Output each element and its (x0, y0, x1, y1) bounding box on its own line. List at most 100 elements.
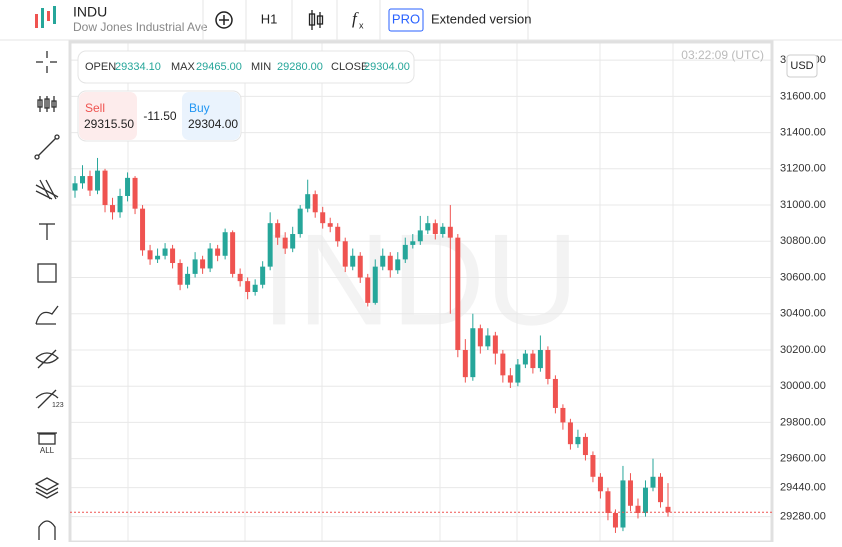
candle-body (275, 223, 281, 238)
y-tick-label: 31400.00 (780, 126, 826, 138)
candle-body (582, 436, 588, 456)
brush-tool[interactable] (35, 305, 59, 325)
candle-body (102, 170, 108, 206)
candle-body (350, 255, 356, 267)
candle-body (515, 364, 521, 383)
y-tick-label: 31000.00 (780, 199, 826, 211)
candle-body (462, 349, 468, 378)
open-label: OPEN (85, 61, 116, 73)
svg-text:f: f (352, 9, 359, 28)
candle-body (567, 422, 573, 445)
crosshair-tool[interactable] (36, 51, 57, 73)
y-tick-label: 30400.00 (780, 308, 826, 320)
candle-body (477, 328, 483, 347)
layers-tool[interactable] (34, 477, 60, 499)
candle-body (552, 378, 558, 408)
hide-drawings-tool[interactable] (35, 349, 59, 369)
text-tool[interactable] (39, 223, 55, 240)
candle-body (222, 232, 228, 256)
candle-body (417, 230, 423, 242)
fib-tool[interactable] (35, 179, 59, 200)
candle-body (147, 250, 153, 260)
candle-body (215, 248, 221, 256)
chart-type-button[interactable] (308, 10, 324, 30)
candle-body (125, 177, 131, 196)
candle-body (470, 328, 476, 378)
min-label: MIN (251, 61, 271, 73)
currency[interactable]: USD (790, 60, 813, 72)
candle-body (282, 237, 288, 249)
buy-button[interactable] (182, 92, 240, 140)
buy-price[interactable]: 29304.00 (188, 117, 238, 131)
rectangle-tool[interactable] (37, 263, 57, 283)
candle-body (485, 335, 491, 347)
candle-body (335, 226, 341, 242)
candle-body (372, 266, 378, 303)
y-tick-label: 29800.00 (780, 416, 826, 428)
separators (0, 0, 842, 41)
left-toolbar (34, 51, 60, 540)
y-tick-label: 30800.00 (780, 235, 826, 247)
all-label: ALL (40, 446, 55, 455)
candle-body (162, 248, 168, 256)
candle-body (290, 234, 296, 249)
candle-body (87, 176, 93, 191)
candle-body (432, 223, 438, 235)
compare-button[interactable] (215, 11, 233, 29)
candle-body (140, 208, 146, 251)
min-value: 29280.00 (277, 61, 323, 73)
y-tick-label: 30000.00 (780, 380, 826, 392)
candle-body (177, 263, 183, 285)
candle-body (230, 232, 236, 274)
candle-body (200, 259, 206, 269)
plot (70, 59, 772, 518)
extended-link[interactable]: Extended version (431, 11, 531, 26)
y-tick-label: 29600.00 (780, 453, 826, 465)
candle-body (132, 177, 138, 209)
candle-body (620, 480, 626, 528)
candle-body (650, 476, 656, 488)
interval-button[interactable]: H1 (261, 11, 278, 26)
y-tick-label: 30200.00 (780, 344, 826, 356)
candle-body (507, 375, 513, 383)
candle-body (665, 506, 671, 513)
y-tick-label: 31600.00 (780, 90, 826, 102)
y-tick-label: 29440.00 (780, 482, 826, 494)
candle-body (380, 255, 386, 267)
trend-line-tool[interactable] (34, 134, 60, 160)
delete-all-tool[interactable] (37, 432, 57, 445)
candle-body (170, 248, 176, 264)
candle-body (342, 241, 348, 267)
candle-body (425, 223, 431, 231)
currency-button[interactable] (786, 54, 818, 78)
buy-label[interactable]: Buy (189, 101, 210, 115)
candle-body (402, 244, 408, 260)
magnet-tool[interactable] (38, 520, 56, 540)
price-axis: 31800.0031600.0031400.0031200.0031000.00… (780, 54, 826, 523)
candle-body (95, 170, 101, 191)
candle-body (545, 349, 551, 379)
close-value: 29304.00 (364, 61, 410, 73)
pro-text[interactable]: PRO (392, 11, 420, 26)
bars-tool[interactable] (37, 96, 57, 112)
pro-badge[interactable] (388, 8, 424, 32)
candle-body (635, 505, 641, 514)
candle-body (365, 277, 371, 303)
y-tick-label: 31200.00 (780, 163, 826, 175)
candle-body (312, 194, 318, 213)
candle-body (605, 491, 611, 514)
y-tick-label: 30600.00 (780, 271, 826, 283)
candle-body (455, 237, 461, 350)
sell-button[interactable] (79, 92, 137, 140)
sell-price[interactable]: 29315.50 (84, 117, 134, 131)
candle-body (245, 281, 251, 292)
candle-body (320, 212, 326, 224)
symbol-name: Dow Jones Industrial Ave (73, 20, 208, 34)
candle-body (260, 266, 266, 285)
sell-label[interactable]: Sell (85, 101, 105, 115)
candle-body (642, 487, 648, 514)
hide-quantities-tool[interactable] (35, 389, 59, 409)
